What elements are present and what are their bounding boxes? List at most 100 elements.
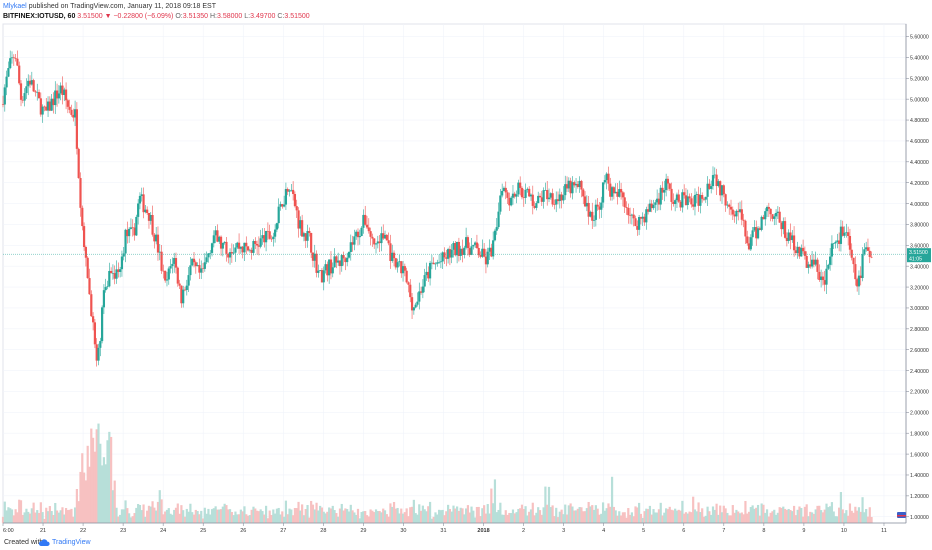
price-axis[interactable]: 1.00000 1.20000 1.40000 1.60000 1.80000 2.000… <box>905 24 929 523</box>
time-axis[interactable]: 6:00 21 22 23 24 25 26 27 28 29 30 31 2018 2 3 4 5 6 7 8 9 10… <box>2 522 906 534</box>
volume-bar <box>791 511 794 523</box>
volume-bar <box>555 507 558 523</box>
candle-body <box>760 216 763 230</box>
candle-body <box>656 198 659 203</box>
candle-body <box>502 187 506 191</box>
candle-body <box>239 246 242 249</box>
candle-body <box>113 273 116 279</box>
volume-bar <box>783 508 787 523</box>
candle-body <box>88 278 91 295</box>
volume-bar <box>21 514 24 523</box>
volume-bar <box>452 505 455 523</box>
candle-body <box>659 187 662 205</box>
volume-bar <box>171 514 174 523</box>
candle-body <box>409 284 412 298</box>
candle-body <box>308 230 311 233</box>
volume-bar <box>147 505 151 523</box>
candle-body <box>277 206 280 224</box>
tradingview-link[interactable]: TradingView <box>52 539 91 546</box>
volume-bar <box>371 510 374 523</box>
candle-body <box>329 259 333 274</box>
volume-bar <box>93 451 97 523</box>
volume-bar <box>571 506 574 523</box>
price-tick-label: 3.40000 <box>910 264 929 270</box>
candle-body <box>147 212 151 221</box>
volume-bar <box>342 510 345 523</box>
candle-body <box>612 187 615 194</box>
volume-bar <box>95 429 98 523</box>
candle-body <box>814 259 817 265</box>
candle-body <box>692 204 695 207</box>
volume-bar <box>77 501 80 523</box>
candle-body <box>720 185 724 196</box>
footer: Created with TradingView <box>0 536 932 550</box>
open-value: 3.51350 <box>182 13 209 20</box>
volume-bar <box>250 509 253 523</box>
symbol-name[interactable]: BITFINEX:IOTUSD, 60 <box>3 13 76 20</box>
candle-body <box>728 204 731 207</box>
close-label: C: <box>277 13 285 20</box>
volume-bar <box>859 511 862 523</box>
candle-body <box>499 195 502 212</box>
volume-bar <box>733 512 736 523</box>
candle-body <box>724 194 727 206</box>
volume-bar <box>531 502 534 523</box>
candle-body <box>821 276 825 281</box>
candle-body <box>627 207 630 216</box>
price-tick-label: 1.40000 <box>910 473 929 479</box>
candle-body <box>702 198 706 200</box>
candle-body <box>194 262 197 267</box>
candle-body <box>104 287 107 291</box>
candle-body <box>697 194 700 206</box>
candle-body <box>542 190 545 202</box>
candle-body <box>520 187 524 198</box>
candle-body <box>679 201 682 208</box>
symbol-legend: BITFINEX:IOTUSD, 60 3.51500 ▼ −0.22800 (… <box>3 12 310 21</box>
candle-body <box>45 106 48 111</box>
candle-body <box>27 80 30 87</box>
candle-body <box>270 238 273 240</box>
volume-bar <box>502 514 506 523</box>
change-arrow-icon: ▼ <box>104 13 112 20</box>
candle-body <box>565 184 569 189</box>
volume-bar <box>769 512 772 523</box>
volume-bar <box>735 509 738 523</box>
author-link[interactable]: Mlykael <box>3 3 27 10</box>
volume-bar <box>484 513 488 523</box>
volume-bar <box>57 512 60 523</box>
candle-body <box>722 185 725 195</box>
volume-bar <box>252 506 255 523</box>
candle-body <box>156 234 160 253</box>
candle-body <box>346 257 349 263</box>
volume-bar <box>86 445 89 523</box>
candle-body <box>771 214 774 219</box>
volume-bar <box>623 512 626 523</box>
candle-body <box>299 220 302 229</box>
volume-bar <box>409 507 412 523</box>
candle-body <box>585 202 588 207</box>
volume-bar <box>382 508 385 523</box>
candle-body <box>454 243 457 256</box>
volume-bar <box>349 504 352 523</box>
candle-body <box>829 256 832 265</box>
volume-bar <box>104 464 107 523</box>
candle-body <box>580 180 583 190</box>
volume-bar <box>304 509 307 523</box>
volume-bar <box>219 509 223 523</box>
candle-body <box>544 190 547 191</box>
candle-body <box>389 243 392 262</box>
candle-body <box>405 270 408 283</box>
candle-body <box>30 80 33 85</box>
volume-bar <box>10 509 14 523</box>
volume-bar <box>364 511 367 523</box>
candle-body <box>1 104 5 105</box>
volume-bar <box>81 453 84 523</box>
candle-body <box>749 237 752 250</box>
candle-body <box>630 214 634 216</box>
volume-bar <box>165 509 169 523</box>
price-tick-label: 4.20000 <box>910 181 929 187</box>
volume-bar <box>113 480 116 523</box>
volume-bar <box>825 503 828 523</box>
volume-bar <box>690 512 693 523</box>
